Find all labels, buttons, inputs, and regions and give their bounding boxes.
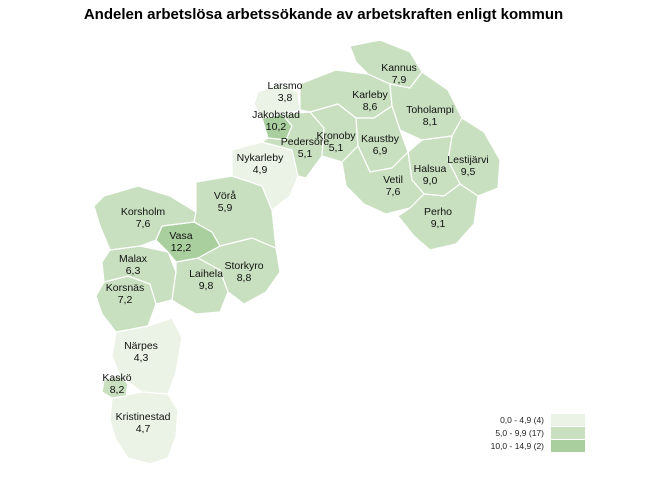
region-name: Kaskö bbox=[102, 372, 132, 384]
region-malax[interactable] bbox=[101, 245, 177, 305]
label-pedersore: Pedersöre 5,1 bbox=[281, 136, 329, 160]
region-name: Kronoby bbox=[316, 130, 356, 142]
region-name: Storkyro bbox=[224, 260, 264, 272]
region-value: 3,8 bbox=[277, 92, 293, 104]
region-value: 8,1 bbox=[422, 116, 438, 128]
region-name: Halsua bbox=[413, 163, 447, 175]
legend-swatch bbox=[551, 440, 585, 452]
region-value: 5,1 bbox=[328, 142, 344, 154]
region-narpes[interactable] bbox=[111, 317, 183, 395]
region-value: 5,1 bbox=[297, 148, 313, 160]
region-value: 12,2 bbox=[170, 242, 192, 254]
label-jakobstad: Jakobstad 10,2 bbox=[252, 109, 300, 133]
label-lestijarvi: Lestijärvi 9,5 bbox=[447, 154, 488, 178]
legend-swatch bbox=[551, 414, 585, 426]
region-perho[interactable] bbox=[397, 183, 479, 251]
label-kristinestad: Kristinestad 4,7 bbox=[116, 411, 171, 435]
label-narpes: Närpes 4,3 bbox=[124, 340, 158, 364]
legend-swatch bbox=[551, 427, 585, 439]
legend-label: 5,0 - 9,9 (17) bbox=[495, 428, 544, 438]
label-perho: Perho 9,1 bbox=[424, 206, 452, 230]
region-larsmo[interactable] bbox=[253, 83, 301, 119]
label-korsnas: Korsnäs 7,2 bbox=[106, 282, 145, 306]
region-name: Korsholm bbox=[120, 206, 166, 218]
label-kaustby: Kaustby 6,9 bbox=[361, 133, 399, 157]
legend: 0,0 - 4,9 (4) 5,0 - 9,9 (17) 10,0 - 14,9… bbox=[478, 414, 598, 454]
region-value: 4,7 bbox=[135, 423, 151, 435]
label-laihela: Laihela 9,8 bbox=[189, 268, 223, 292]
region-value: 10,2 bbox=[265, 121, 287, 133]
label-korsholm: Korsholm 7,6 bbox=[121, 206, 165, 230]
label-storkyro: Storkyro 8,8 bbox=[224, 260, 263, 284]
region-korsholm[interactable] bbox=[93, 185, 197, 251]
region-name: Vasa bbox=[169, 230, 193, 242]
legend-item: 0,0 - 4,9 (4) bbox=[478, 414, 598, 426]
label-nykarleby: Nykarleby 4,9 bbox=[237, 152, 284, 176]
region-name: Laihela bbox=[189, 268, 223, 280]
region-name: Nykarleby bbox=[236, 152, 284, 164]
label-vetil: Vetil 7,6 bbox=[383, 174, 403, 198]
label-kannus: Kannus 7,9 bbox=[381, 62, 417, 86]
region-value: 8,6 bbox=[362, 101, 378, 113]
region-value: 7,2 bbox=[117, 294, 133, 306]
map-title: Andelen arbetslösa arbetssökande av arbe… bbox=[83, 6, 564, 23]
label-toholampi: Toholampi 8,1 bbox=[406, 104, 454, 128]
legend-item: 5,0 - 9,9 (17) bbox=[478, 427, 598, 439]
region-name: Vetil bbox=[383, 174, 403, 186]
legend-label: 0,0 - 4,9 (4) bbox=[500, 415, 544, 425]
region-name: Karleby bbox=[352, 89, 388, 101]
region-value: 6,9 bbox=[372, 145, 388, 157]
region-value: 9,0 bbox=[422, 175, 438, 187]
legend-label: 10,0 - 14,9 (2) bbox=[490, 441, 544, 451]
region-value: 7,9 bbox=[391, 74, 407, 86]
region-name: Lestijärvi bbox=[447, 154, 489, 166]
label-kasko: Kaskö 8,2 bbox=[102, 372, 131, 396]
legend-item: 10,0 - 14,9 (2) bbox=[478, 440, 598, 452]
region-name: Korsnäs bbox=[105, 282, 145, 294]
label-kronoby: Kronoby 5,1 bbox=[316, 130, 355, 154]
region-value: 6,3 bbox=[125, 265, 141, 277]
label-vora: Vörå 5,9 bbox=[214, 190, 236, 214]
label-karleby: Karleby 8,6 bbox=[352, 89, 388, 113]
region-name: Jakobstad bbox=[252, 109, 300, 121]
region-name: Närpes bbox=[124, 340, 158, 352]
label-halsua: Halsua 9,0 bbox=[414, 163, 447, 187]
region-value: 4,9 bbox=[252, 164, 268, 176]
region-name: Kristinestad bbox=[115, 411, 171, 423]
region-value: 7,6 bbox=[385, 186, 401, 198]
region-value: 8,2 bbox=[109, 384, 125, 396]
region-name: Pedersöre bbox=[280, 136, 330, 148]
region-value: 5,9 bbox=[217, 202, 233, 214]
region-name: Larsmo bbox=[267, 80, 303, 92]
region-name: Kaustby bbox=[361, 133, 399, 145]
region-name: Toholampi bbox=[406, 104, 454, 116]
label-vasa: Vasa 12,2 bbox=[169, 230, 192, 254]
region-name: Malax bbox=[118, 253, 148, 265]
region-name: Vörå bbox=[213, 190, 237, 202]
region-value: 9,5 bbox=[460, 166, 476, 178]
region-value: 9,1 bbox=[430, 218, 446, 230]
region-value: 7,6 bbox=[135, 218, 151, 230]
label-larsmo: Larsmo 3,8 bbox=[267, 80, 302, 104]
region-name: Perho bbox=[423, 206, 453, 218]
region-value: 4,3 bbox=[133, 352, 149, 364]
region-vetil[interactable] bbox=[341, 145, 425, 215]
region-value: 9,8 bbox=[198, 280, 214, 292]
region-value: 8,8 bbox=[236, 272, 252, 284]
region-name: Kannus bbox=[381, 62, 417, 74]
label-malax: Malax 6,3 bbox=[119, 253, 147, 277]
